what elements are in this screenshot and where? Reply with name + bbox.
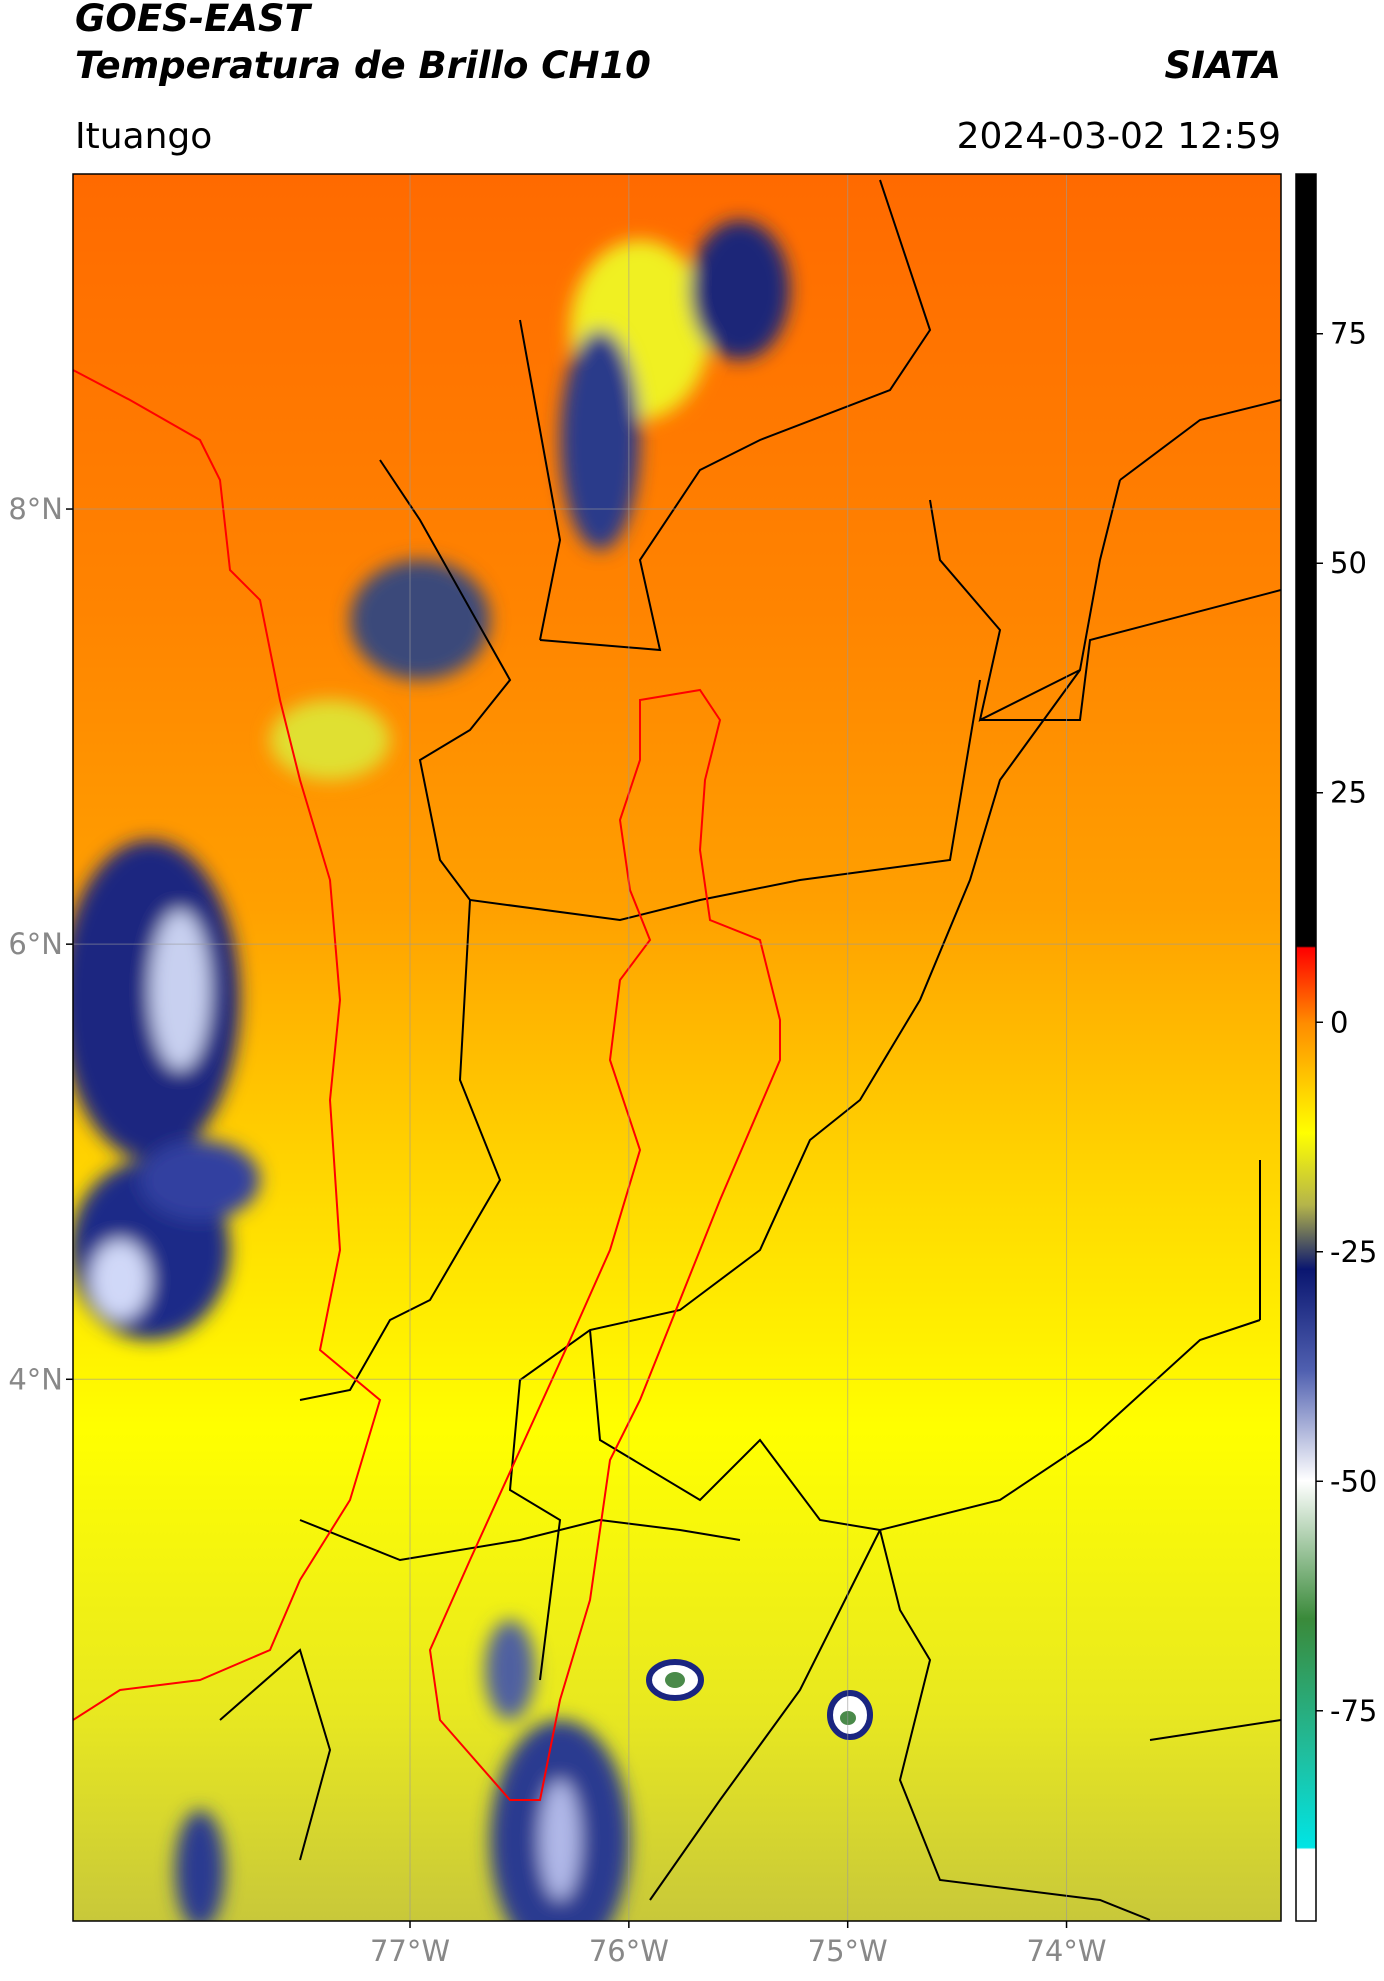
colorbar-tick-label: -25 [1330, 1235, 1377, 1269]
cloud-tops [73, 220, 790, 1921]
lon-tick-label: 74°W [1026, 1934, 1106, 1968]
lon-tick-label: 76°W [589, 1934, 669, 1968]
map-frame [72, 173, 1282, 1922]
colorbar-tick-label: 50 [1330, 546, 1367, 580]
map-imagery [73, 174, 1281, 1921]
lat-tick-label: 8°N [8, 492, 63, 526]
credit: SIATA [1164, 44, 1281, 87]
lat-tick-label: 6°N [8, 927, 63, 961]
lon-tick-label: 77°W [370, 1934, 450, 1968]
lat-tick-label: 4°N [8, 1362, 63, 1396]
coastline-and-region [73, 369, 781, 1801]
borders [219, 179, 1281, 1921]
lon-tick-label: 75°W [808, 1934, 888, 1968]
subtitle: Temperatura de Brillo CH10 [75, 44, 651, 87]
colorbar-tick-label: -75 [1330, 1694, 1377, 1728]
title: GOES-EAST [75, 0, 313, 40]
colorbar-tick-label: 25 [1330, 776, 1367, 810]
colorbar-tick-label: -50 [1330, 1464, 1377, 1498]
colorbar [1295, 173, 1317, 1922]
map-background [73, 174, 1281, 1921]
location: Ituango [75, 116, 212, 157]
grid [73, 174, 1281, 1921]
timestamp: 2024-03-02 12:59 [957, 116, 1281, 157]
colorbar-tick-label: 75 [1330, 317, 1367, 351]
colorbar-tick-label: 0 [1330, 1005, 1348, 1039]
